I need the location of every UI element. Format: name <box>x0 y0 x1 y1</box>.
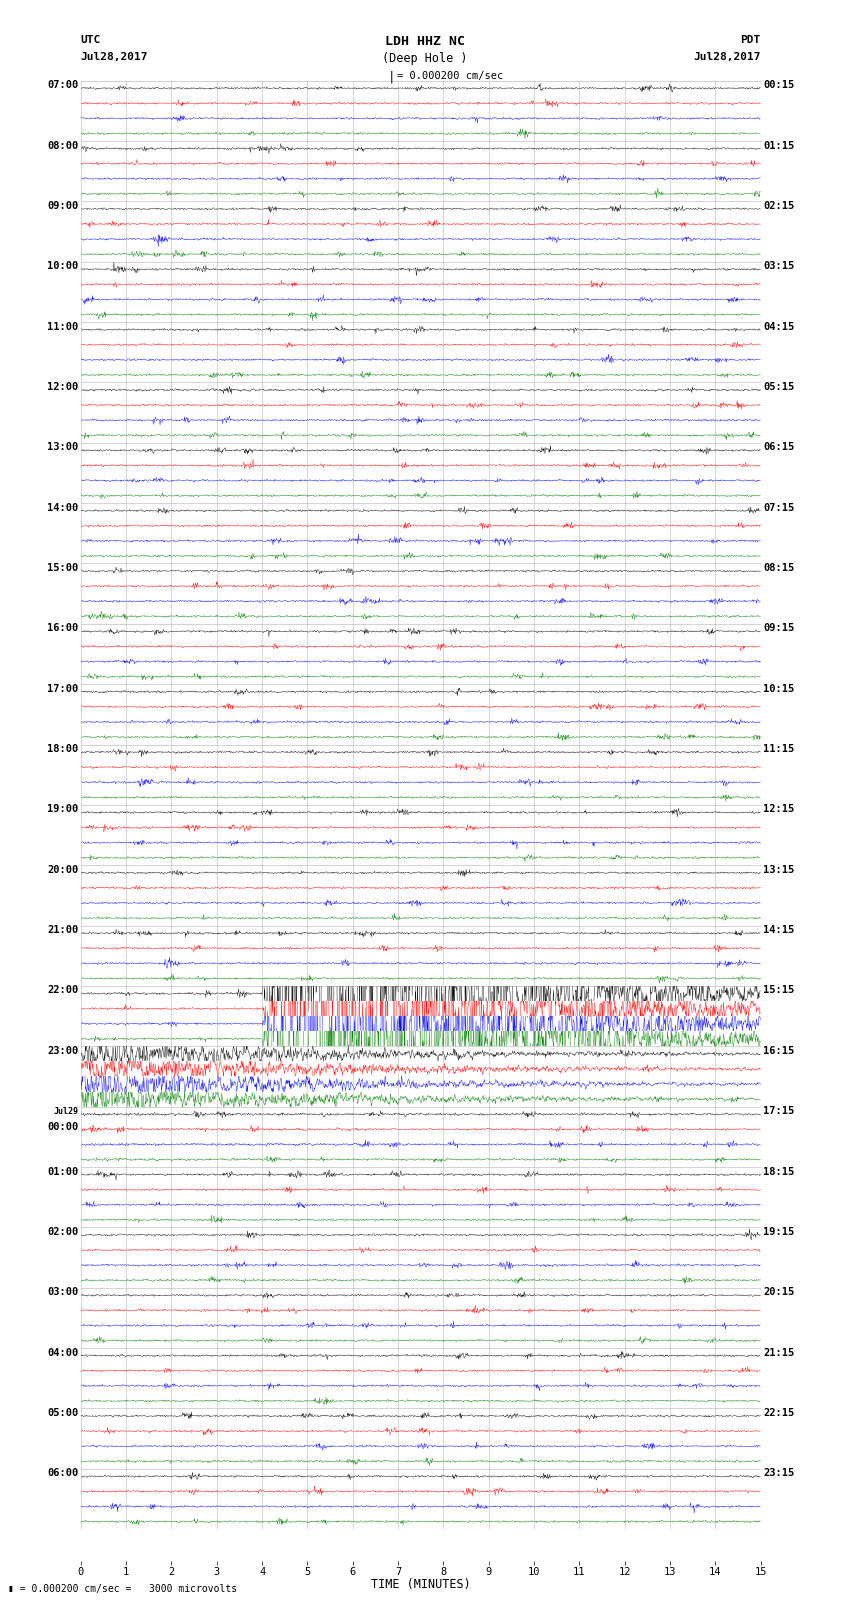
Text: 10:00: 10:00 <box>47 261 78 271</box>
Text: 23:15: 23:15 <box>763 1468 795 1478</box>
Text: 14:00: 14:00 <box>47 503 78 513</box>
Text: 16:00: 16:00 <box>47 623 78 634</box>
Text: 23:00: 23:00 <box>47 1045 78 1057</box>
Text: 13:15: 13:15 <box>763 865 795 874</box>
Text: 15:15: 15:15 <box>763 986 795 995</box>
Text: (Deep Hole ): (Deep Hole ) <box>382 52 468 65</box>
Text: 07:15: 07:15 <box>763 503 795 513</box>
Text: Jul28,2017: Jul28,2017 <box>81 52 148 61</box>
Text: Jul28,2017: Jul28,2017 <box>694 52 761 61</box>
Text: Jul29: Jul29 <box>54 1107 78 1116</box>
Text: 16:15: 16:15 <box>763 1045 795 1057</box>
Text: LDH HHZ NC: LDH HHZ NC <box>385 35 465 48</box>
Text: 17:00: 17:00 <box>47 684 78 694</box>
Text: 18:00: 18:00 <box>47 744 78 753</box>
Text: 08:00: 08:00 <box>47 140 78 150</box>
Text: 21:15: 21:15 <box>763 1347 795 1358</box>
Text: 04:00: 04:00 <box>47 1347 78 1358</box>
Text: 05:15: 05:15 <box>763 382 795 392</box>
Text: 19:15: 19:15 <box>763 1227 795 1237</box>
Text: 20:15: 20:15 <box>763 1287 795 1297</box>
Text: 10:15: 10:15 <box>763 684 795 694</box>
Text: 03:15: 03:15 <box>763 261 795 271</box>
Text: 14:15: 14:15 <box>763 926 795 936</box>
Text: 11:15: 11:15 <box>763 744 795 753</box>
Text: |: | <box>388 71 395 84</box>
Text: 04:15: 04:15 <box>763 321 795 332</box>
Text: PDT: PDT <box>740 35 761 45</box>
Text: 22:00: 22:00 <box>47 986 78 995</box>
Text: 09:15: 09:15 <box>763 623 795 634</box>
Text: 21:00: 21:00 <box>47 926 78 936</box>
Text: 08:15: 08:15 <box>763 563 795 573</box>
Text: 18:15: 18:15 <box>763 1166 795 1176</box>
Text: 17:15: 17:15 <box>763 1107 795 1116</box>
Text: 01:00: 01:00 <box>47 1166 78 1176</box>
Text: 19:00: 19:00 <box>47 805 78 815</box>
X-axis label: TIME (MINUTES): TIME (MINUTES) <box>371 1579 471 1592</box>
Text: 11:00: 11:00 <box>47 321 78 332</box>
Text: = 0.000200 cm/sec: = 0.000200 cm/sec <box>397 71 503 81</box>
Text: 03:00: 03:00 <box>47 1287 78 1297</box>
Text: 12:15: 12:15 <box>763 805 795 815</box>
Text: 01:15: 01:15 <box>763 140 795 150</box>
Text: 00:15: 00:15 <box>763 81 795 90</box>
Text: ▮ = 0.000200 cm/sec =   3000 microvolts: ▮ = 0.000200 cm/sec = 3000 microvolts <box>8 1584 238 1594</box>
Text: 07:00: 07:00 <box>47 81 78 90</box>
Text: 02:00: 02:00 <box>47 1227 78 1237</box>
Text: 06:00: 06:00 <box>47 1468 78 1478</box>
Text: 20:00: 20:00 <box>47 865 78 874</box>
Text: 22:15: 22:15 <box>763 1408 795 1418</box>
Text: 09:00: 09:00 <box>47 202 78 211</box>
Text: 12:00: 12:00 <box>47 382 78 392</box>
Text: 02:15: 02:15 <box>763 202 795 211</box>
Text: 05:00: 05:00 <box>47 1408 78 1418</box>
Text: 15:00: 15:00 <box>47 563 78 573</box>
Text: 00:00: 00:00 <box>47 1123 78 1132</box>
Text: 13:00: 13:00 <box>47 442 78 452</box>
Text: 06:15: 06:15 <box>763 442 795 452</box>
Text: UTC: UTC <box>81 35 101 45</box>
